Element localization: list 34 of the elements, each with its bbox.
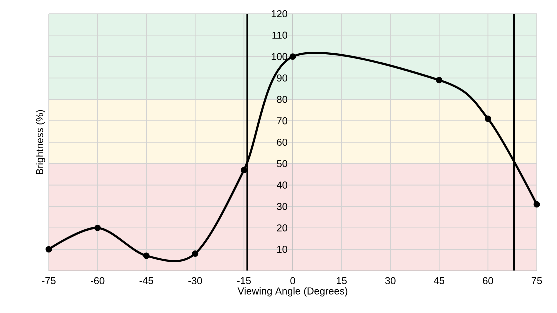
y-tick-label: 120: [272, 10, 288, 18]
y-tick-label: 80: [277, 96, 288, 104]
point: [143, 252, 150, 260]
point: [290, 54, 296, 60]
point: [534, 201, 540, 208]
x-tick-label: -15: [237, 277, 252, 284]
point: [46, 246, 52, 253]
x-tick-label: 45: [434, 277, 445, 284]
x-tick-label: -30: [188, 277, 202, 285]
point: [192, 250, 199, 258]
y-tick-label: 30: [277, 203, 288, 210]
x-tick-label: -75: [42, 277, 56, 284]
y-tick-label: 110: [272, 32, 288, 39]
y-tick-label: 50: [277, 160, 288, 168]
x-tick-label: 15: [336, 277, 347, 284]
y-tick-label: 100: [272, 53, 288, 60]
x-tick-label: 75: [532, 277, 542, 284]
x-axis-title: Viewing Angle (Degrees): [238, 287, 348, 297]
y-tick-label: 20: [277, 224, 288, 232]
y-tick-label: 10: [278, 246, 288, 254]
point: [241, 167, 248, 174]
point: [94, 224, 102, 232]
x-tick-label: -45: [140, 277, 154, 284]
point: [436, 77, 443, 84]
y-tick-label: 60: [277, 138, 288, 146]
x-tick-label: -60: [91, 277, 105, 285]
x-tick-label: 60: [483, 277, 494, 285]
y-tick-label: 40: [277, 182, 288, 189]
point: [485, 116, 492, 122]
y-tick-label: 90: [277, 74, 288, 82]
y-tick-label: 70: [277, 118, 288, 125]
x-tick-label: 0: [290, 277, 296, 285]
y-axis-title: Brightness (%): [36, 110, 46, 174]
x-tick-label: 30: [385, 277, 396, 285]
